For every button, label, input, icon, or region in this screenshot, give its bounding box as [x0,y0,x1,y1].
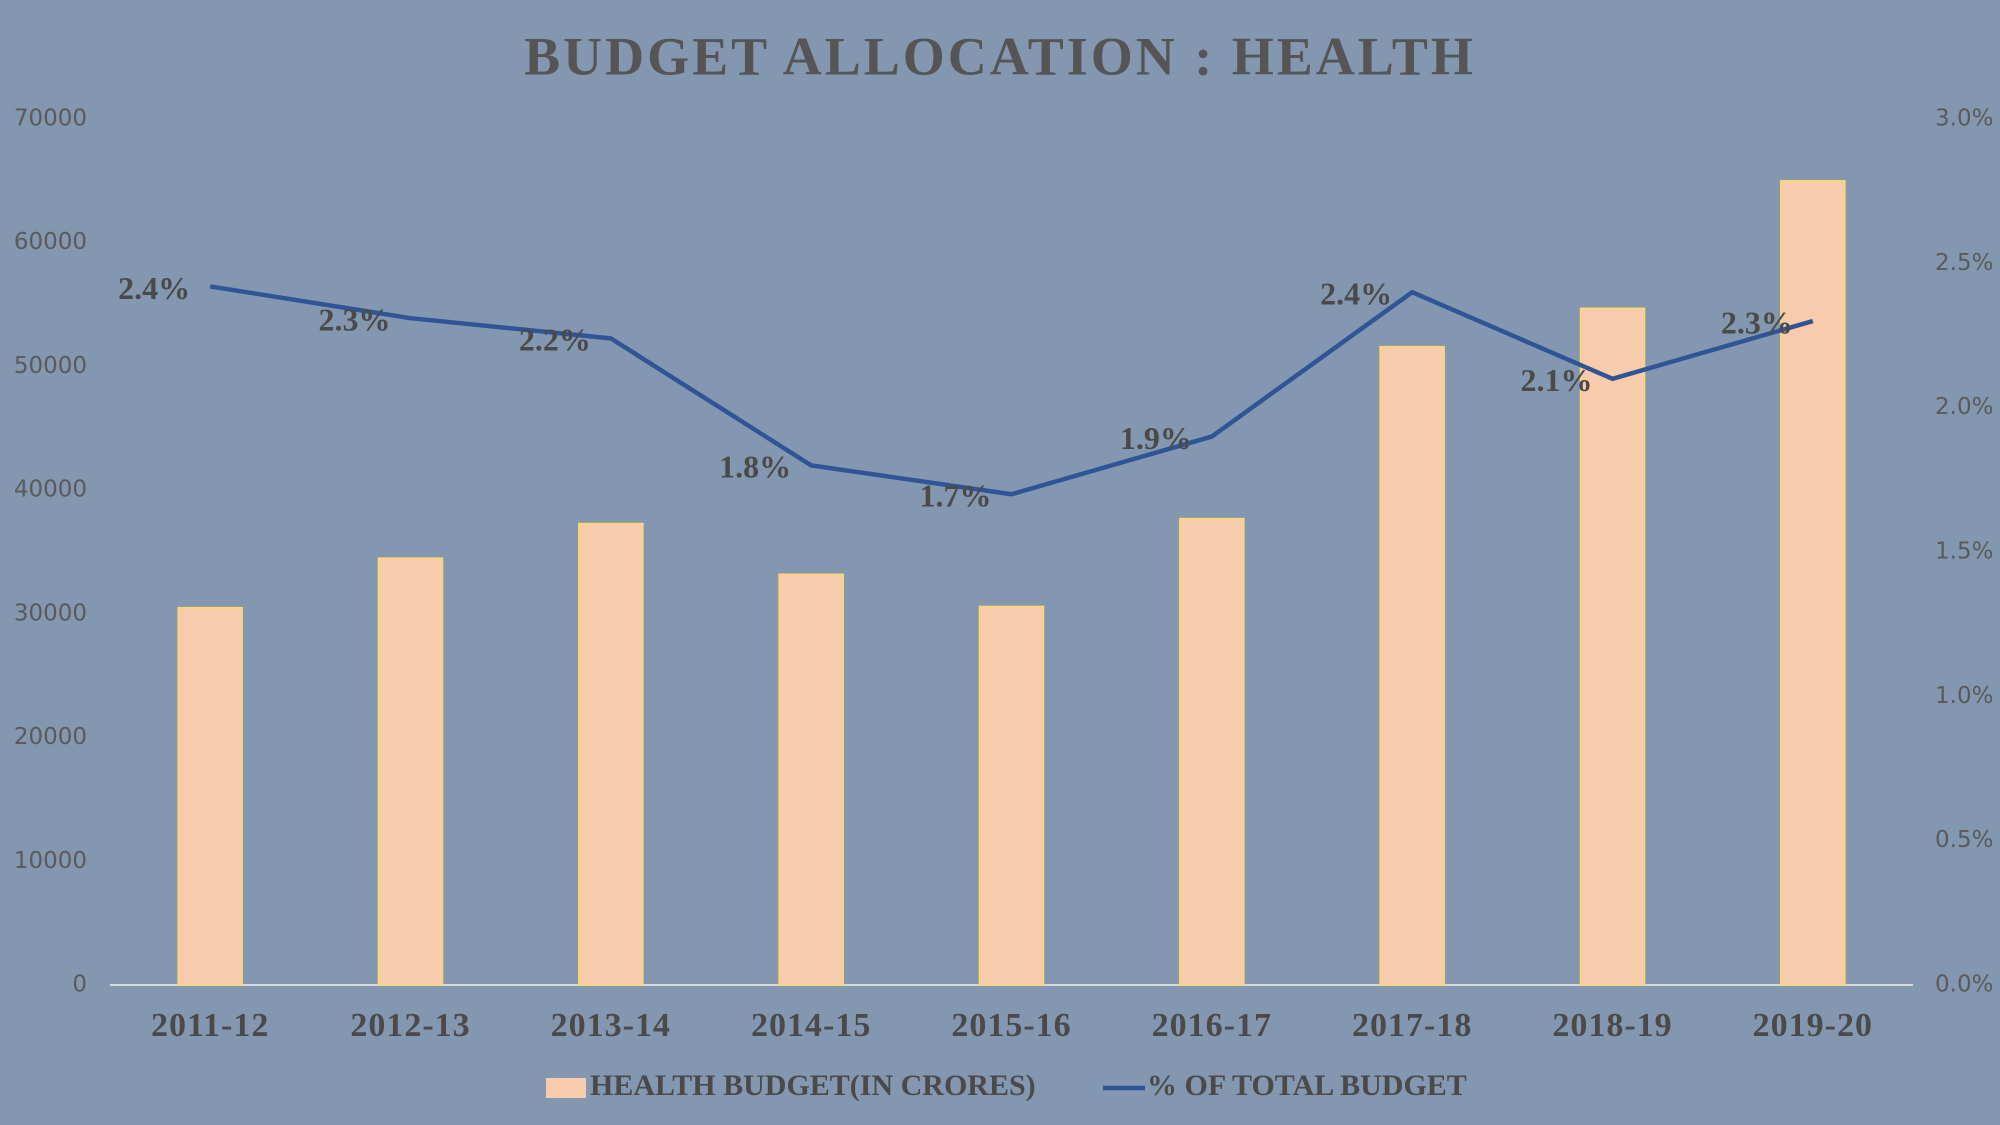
data-label: 2.2% [519,322,591,358]
y-tick-label: 50000 [14,353,87,379]
x-tick-label: 2013-14 [551,1007,671,1044]
chart-title: BUDGET ALLOCATION : HEALTH [524,26,1476,86]
bar [578,522,644,986]
x-tick-label: 2018-19 [1552,1007,1672,1044]
y2-tick-label: 1.0% [1935,683,1993,709]
legend-swatch [546,1078,586,1098]
bar [1379,345,1445,986]
x-tick-label: 2016-17 [1152,1007,1272,1044]
bar [1179,517,1245,986]
x-tick-label: 2019-20 [1753,1007,1873,1044]
data-label: 2.3% [319,302,391,338]
bar [978,605,1045,986]
data-label: 2.4% [118,270,190,306]
bar [377,557,444,986]
data-label: 2.4% [1320,276,1392,312]
data-label: 1.7% [920,478,992,514]
y-tick-label: 10000 [14,848,87,874]
y-tick-label: 20000 [14,724,87,750]
line-series [209,284,1814,497]
y-tick-label: 0 [72,972,87,998]
bar [1780,180,1846,986]
y-tick-label: 40000 [14,477,87,503]
bar [177,606,243,986]
bar [1579,307,1646,986]
bar [778,573,844,986]
y2-tick-label: 2.5% [1935,250,1993,276]
y2-tick-label: 2.0% [1935,394,1993,420]
data-label: 2.1% [1521,362,1593,398]
legend-label: % OF TOTAL BUDGET [1147,1069,1467,1102]
y2-tick-label: 0.0% [1935,972,1993,998]
x-tick-label: 2017-18 [1352,1007,1472,1044]
y2-tick-label: 3.0% [1935,106,1993,132]
legend-label: HEALTH BUDGET(IN CRORES) [590,1069,1036,1102]
data-label: 1.9% [1120,420,1192,456]
y-tick-label: 60000 [14,229,87,255]
x-tick-label: 2015-16 [951,1007,1071,1044]
data-label: 1.8% [719,449,791,485]
x-tick-label: 2014-15 [751,1007,871,1044]
y2-tick-label: 1.5% [1935,539,1993,565]
y-tick-label: 70000 [14,106,87,132]
x-tick-label: 2012-13 [350,1007,470,1044]
y2-tick-label: 0.5% [1935,827,1993,853]
x-tick-label: 2011-12 [151,1007,269,1044]
data-label: 2.3% [1721,304,1793,340]
y-tick-label: 30000 [14,600,87,626]
